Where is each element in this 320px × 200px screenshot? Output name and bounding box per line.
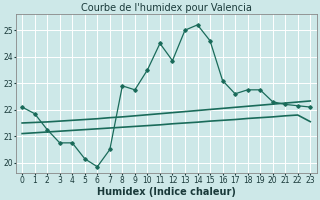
Title: Courbe de l'humidex pour Valencia: Courbe de l'humidex pour Valencia [81, 3, 252, 13]
X-axis label: Humidex (Indice chaleur): Humidex (Indice chaleur) [97, 187, 236, 197]
